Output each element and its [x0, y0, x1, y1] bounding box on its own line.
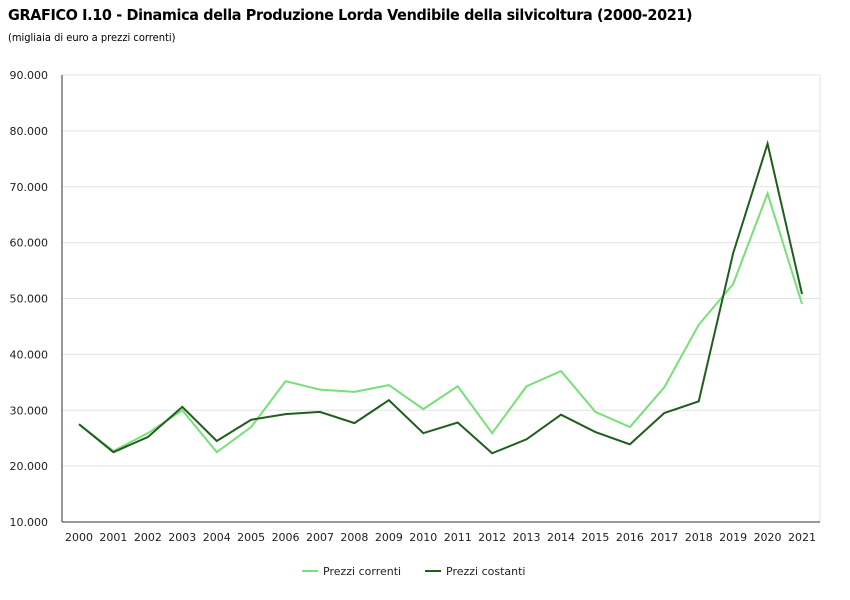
x-tick-label: 2020: [754, 531, 782, 544]
x-tick-label: 2005: [237, 531, 265, 544]
x-tick-label: 2009: [375, 531, 403, 544]
y-tick-label: 10.000: [10, 516, 49, 529]
x-tick-label: 2003: [168, 531, 196, 544]
x-tick-label: 2018: [685, 531, 713, 544]
chart-title: GRAFICO I.10 - Dinamica della Produzione…: [8, 6, 693, 24]
x-tick-label: 2015: [581, 531, 609, 544]
x-tick-label: 2013: [513, 531, 541, 544]
x-tick-label: 2002: [134, 531, 162, 544]
x-tick-label: 2004: [203, 531, 231, 544]
y-tick-label: 50.000: [10, 293, 49, 306]
series-line-prezzi-correnti: [78, 190, 803, 454]
x-tick-label: 2016: [616, 531, 644, 544]
x-tick-label: 2017: [650, 531, 678, 544]
y-tick-label: 60.000: [10, 237, 49, 250]
y-tick-label: 90.000: [10, 69, 49, 82]
x-tick-label: 2021: [788, 531, 816, 544]
x-tick-label: 2008: [340, 531, 368, 544]
x-tick-label: 2006: [272, 531, 300, 544]
x-tick-label: 2012: [478, 531, 506, 544]
x-tick-label: 2007: [306, 531, 334, 544]
y-tick-label: 30.000: [10, 404, 49, 417]
chart-subtitle: (migliaia di euro a prezzi correnti): [8, 31, 176, 44]
y-tick-label: 80.000: [10, 125, 49, 138]
y-tick-label: 40.000: [10, 348, 49, 361]
x-tick-label: 2000: [65, 531, 93, 544]
series-line-prezzi-costanti: [78, 139, 803, 455]
legend-label: Prezzi costanti: [446, 565, 526, 578]
x-tick-label: 2019: [719, 531, 747, 544]
y-tick-label: 70.000: [10, 181, 49, 194]
y-tick-label: 20.000: [10, 460, 49, 473]
legend-label: Prezzi correnti: [323, 565, 401, 578]
x-tick-label: 2011: [444, 531, 472, 544]
x-tick-label: 2014: [547, 531, 575, 544]
x-tick-label: 2010: [409, 531, 437, 544]
x-tick-label: 2001: [99, 531, 127, 544]
